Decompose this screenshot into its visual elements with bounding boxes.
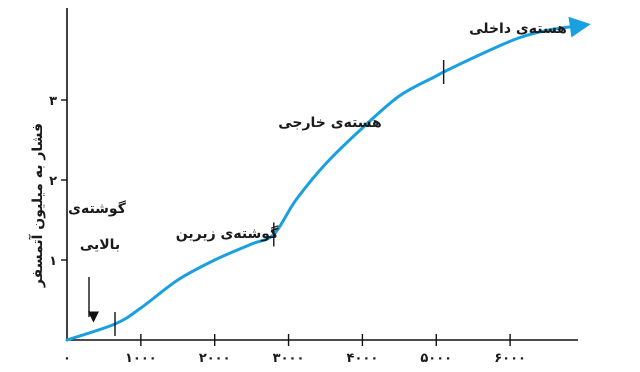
pressure-line <box>65 16 591 342</box>
outer-core-label: هسته‌ی خارجی <box>278 115 382 131</box>
y-axis-label: فشار به میلیون آتمسفر <box>28 123 46 288</box>
lower-mantle-label: گوشته‌ی زیرین <box>176 225 279 242</box>
upper-mantle-label-1: گوشته‌ی <box>68 200 127 217</box>
x-tick-label-6: ۶۰۰۰ <box>494 351 526 366</box>
x-tick-label-0: ۰ <box>63 351 71 366</box>
inner-core-label: هسته‌ی داخلی <box>469 21 567 37</box>
x-tick-label-1: ۱۰۰۰ <box>125 351 157 366</box>
x-tick-label-3: ۳۰۰۰ <box>273 351 305 366</box>
y-tick-label-1: ۲ <box>49 174 57 189</box>
x-tick-label-4: ۴۰۰۰ <box>347 351 379 366</box>
y-tick-label-0: ۱ <box>49 254 57 269</box>
x-tick-label-5: ۵۰۰۰ <box>420 351 452 366</box>
x-tick-label-2: ۲۰۰۰ <box>199 351 231 366</box>
y-tick-label-2: ۳ <box>49 94 57 109</box>
upper-mantle-label-2: بالایی <box>80 237 120 253</box>
